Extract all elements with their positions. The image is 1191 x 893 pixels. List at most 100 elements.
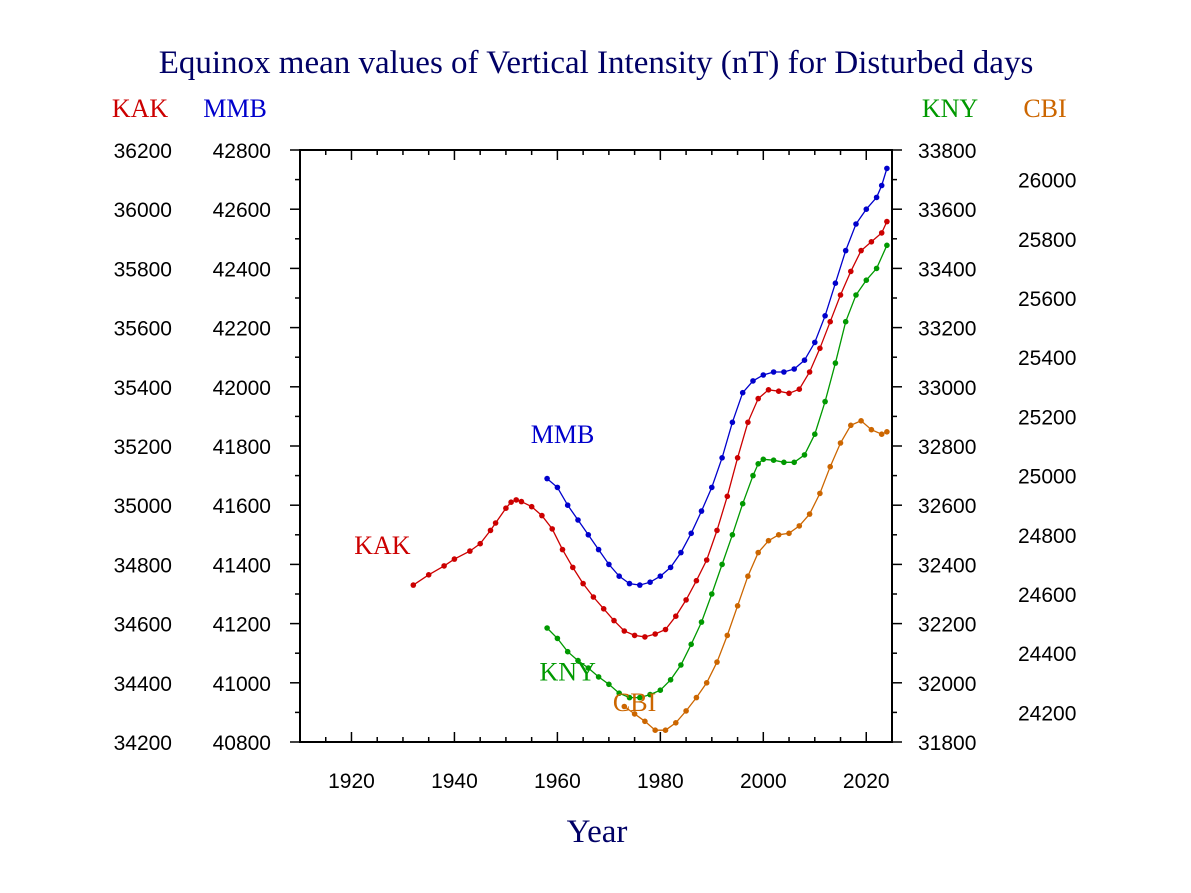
data-point-cbi [642, 718, 648, 725]
data-point-kak [441, 563, 447, 569]
data-point-mmb [554, 484, 561, 491]
data-point-cbi [693, 694, 700, 701]
data-point-kak [451, 556, 458, 562]
data-point-mmb [822, 313, 828, 319]
y-tick-label-kny: 33400 [918, 258, 976, 281]
data-point-mmb [873, 194, 880, 201]
y-tick-label-kak: 34200 [114, 732, 172, 755]
y-tick-label-mmb: 42600 [213, 199, 271, 222]
data-point-mmb [760, 372, 767, 378]
data-point-kak [755, 395, 761, 402]
data-point-kny [842, 318, 849, 325]
data-point-mmb [791, 366, 797, 372]
data-point-cbi [817, 490, 823, 497]
data-point-kak [878, 230, 885, 236]
data-point-cbi [734, 603, 741, 609]
series-line-kak [412, 221, 888, 638]
x-tick-label: 2000 [740, 770, 787, 793]
data-point-kny [884, 242, 890, 249]
data-point-kak [590, 594, 597, 600]
y-tick-label-cbi: 24800 [1018, 525, 1076, 548]
data-point-cbi [652, 727, 658, 733]
data-point-kny [626, 694, 633, 701]
data-point-kak [868, 239, 875, 245]
data-point-kak [539, 512, 545, 519]
data-point-kak [786, 390, 792, 397]
data-point-mmb [678, 549, 684, 556]
data-point-kny [575, 657, 581, 664]
y-tick-label-cbi: 25000 [1018, 466, 1076, 489]
data-point-kak [492, 520, 499, 526]
data-point-kak [642, 634, 648, 640]
axis-header-kak: KAK [112, 94, 169, 123]
data-point-kak [549, 526, 555, 532]
data-point-kak [528, 503, 535, 510]
y-tick-label-cbi: 24600 [1018, 584, 1076, 607]
y-tick-label-kny: 32200 [918, 614, 976, 637]
data-point-kny [791, 459, 797, 466]
data-point-kak [724, 493, 731, 500]
y-tick-label-kny: 33600 [918, 199, 976, 222]
data-point-cbi [858, 418, 864, 424]
y-tick-label-kny: 33800 [918, 140, 976, 163]
data-point-kak [765, 387, 772, 393]
data-point-kak [410, 582, 417, 588]
data-point-kny [595, 674, 602, 680]
y-tick-label-mmb: 41400 [213, 554, 271, 577]
data-point-kak [683, 597, 689, 603]
y-tick-label-kak: 35600 [114, 318, 172, 341]
y-tick-label-kny: 33000 [918, 377, 976, 400]
data-point-mmb [544, 475, 550, 482]
series-label-mmb: MMB [531, 420, 595, 449]
data-point-cbi [848, 422, 854, 429]
plot-frame [299, 149, 893, 743]
data-point-kak [503, 505, 509, 512]
y-tick-label-kny: 32000 [918, 673, 976, 696]
y-tick-label-cbi: 25400 [1018, 347, 1076, 370]
data-point-kny [760, 456, 767, 463]
axis-header-kny: KNY [922, 94, 979, 123]
data-point-mmb [842, 247, 849, 254]
y-tick-label-kak: 34400 [114, 673, 172, 696]
data-point-cbi [745, 573, 751, 579]
data-point-kny [709, 591, 715, 597]
data-point-kny [853, 292, 859, 298]
data-point-mmb [863, 206, 870, 212]
data-point-kny [770, 457, 777, 464]
data-point-kak [662, 626, 669, 633]
data-point-mmb [812, 339, 818, 346]
data-point-kak [508, 499, 514, 506]
data-point-cbi [837, 440, 844, 446]
data-point-mmb [853, 221, 859, 227]
x-tick-label: 1960 [534, 770, 581, 793]
y-tick-label-mmb: 41000 [213, 673, 271, 696]
data-point-mmb [564, 502, 571, 509]
data-point-mmb [606, 561, 612, 568]
data-point-cbi [621, 703, 628, 710]
data-point-mmb [637, 582, 643, 588]
data-point-mmb [595, 546, 602, 553]
x-tick-label: 1980 [637, 770, 684, 793]
data-point-kny [822, 398, 828, 405]
data-point-kak [425, 572, 432, 578]
y-tick-label-kak: 35200 [114, 436, 172, 459]
data-point-kak [570, 564, 576, 571]
data-point-kny [812, 431, 818, 438]
y-tick-label-kak: 34800 [114, 554, 172, 577]
data-point-kny [750, 472, 756, 479]
series-label-kak: KAK [354, 531, 411, 560]
data-point-kny [647, 691, 653, 698]
y-tick-label-kak: 36200 [114, 140, 172, 163]
data-point-kak [745, 419, 751, 426]
data-point-kak [621, 628, 628, 634]
data-point-kak [600, 606, 607, 612]
y-tick-label-mmb: 42200 [213, 318, 271, 341]
data-point-mmb [698, 508, 705, 514]
data-point-cbi [755, 549, 761, 556]
data-point-mmb [750, 378, 756, 384]
y-tick-label-kny: 32400 [918, 554, 976, 577]
data-point-cbi [765, 537, 772, 544]
data-point-kny [678, 662, 684, 668]
data-point-kny [606, 681, 612, 688]
